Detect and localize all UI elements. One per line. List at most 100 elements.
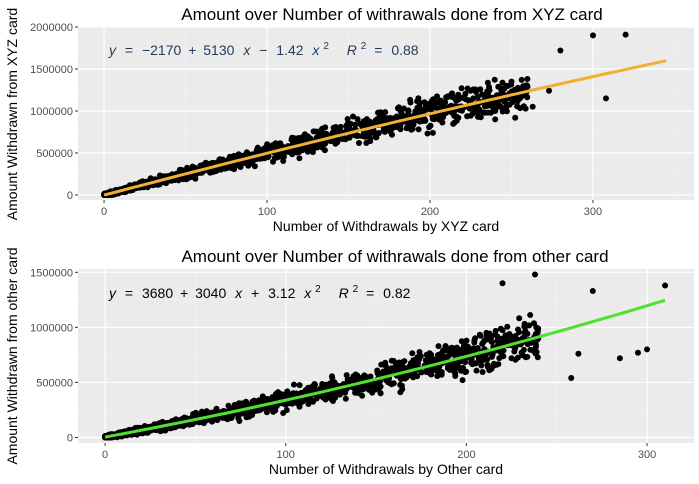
data-point [291,381,297,388]
data-point [317,127,324,134]
x-tick-label: 200 [421,206,439,218]
data-point [485,109,491,116]
data-point [508,78,515,85]
eq-quad-coef: 3.12 [268,285,295,301]
data-point [400,105,407,112]
data-point [435,365,442,372]
eq-exponent: 2 [323,41,329,52]
data-point [365,133,372,140]
data-point [490,362,497,369]
data-point [280,158,287,164]
data-point [484,362,491,369]
data-point [309,149,316,156]
data-point [603,95,609,102]
data-point [291,148,298,155]
data-point [407,99,414,106]
data-point [343,122,350,129]
y-tick-label: 1500000 [30,64,73,76]
data-point [459,377,466,384]
data-point [495,361,502,368]
data-point [329,373,335,380]
data-point [485,91,491,98]
data-point [473,367,480,374]
data-point [231,403,238,410]
data-point [361,375,368,382]
data-point [377,383,384,390]
data-point [344,116,351,122]
data-point [360,383,367,389]
data-point [263,409,270,416]
data-point [474,345,481,351]
data-point [527,312,534,318]
data-point [423,369,430,375]
data-point [305,401,312,407]
regression-equation: y = −2170 + 5130 x − 1.42 x 2 R 2 = 0.88 [108,36,419,58]
data-point [427,122,434,129]
data-point [476,331,483,338]
eq-y: y [108,285,117,301]
data-point [405,108,412,115]
data-point [354,116,361,123]
data-point [458,85,465,92]
y-axis-ticks: 0 500000 1000000 1500000 2000000 [30,22,78,202]
data-point [435,343,442,350]
data-point [363,119,370,126]
data-point [304,133,311,140]
data-point [399,386,406,393]
data-point [464,113,471,120]
eq-r-exponent: 2 [361,41,367,52]
x-tick-label: 100 [258,206,276,218]
data-point [500,347,507,354]
data-point [524,76,531,82]
data-point [408,126,415,133]
eq-r2-value: 0.88 [391,42,418,58]
eq-equals: = [125,42,133,58]
data-point [391,364,398,371]
data-point [516,329,522,336]
eq-x2: x [311,42,320,58]
y-tick-label: 500000 [36,148,73,160]
y-tick-label: 1000000 [30,322,73,334]
data-point [467,348,474,355]
data-point [522,328,529,335]
y-axis-ticks: 0 500000 1000000 1500000 [30,267,78,444]
data-point [246,158,253,165]
data-point [468,356,475,363]
data-point [483,329,490,336]
data-point [301,145,308,152]
data-point [387,128,394,135]
data-point [406,372,413,379]
eq-intercept: −2170 [142,42,182,58]
data-point [452,370,459,377]
data-point [557,47,564,54]
data-point [445,352,452,359]
data-point [479,91,486,98]
data-point [497,325,504,332]
data-point [332,391,339,398]
data-point [192,409,199,416]
data-point [521,323,528,330]
data-point [472,360,479,367]
data-point [319,381,326,387]
data-point [520,103,527,110]
data-point [524,341,531,348]
data-point [330,124,337,131]
minor-gridlines [78,269,694,443]
data-point [515,94,522,101]
data-point [320,141,327,147]
data-point [290,135,297,141]
x-axis-label: Number of Withdrawals by XYZ card [273,218,499,234]
data-point [352,121,359,128]
data-point [296,155,303,162]
data-point [504,323,511,330]
data-point [178,175,185,182]
eq-r-equals: = [374,42,382,58]
data-point [535,326,541,333]
data-point [401,358,408,365]
data-point [359,392,366,399]
x-tick-label: 200 [457,449,475,461]
data-point [500,353,507,360]
eq-plus: + [180,285,188,301]
data-point [529,103,536,110]
chart-xyz-card: Amount over Number of withrawals done fr… [4,5,694,234]
